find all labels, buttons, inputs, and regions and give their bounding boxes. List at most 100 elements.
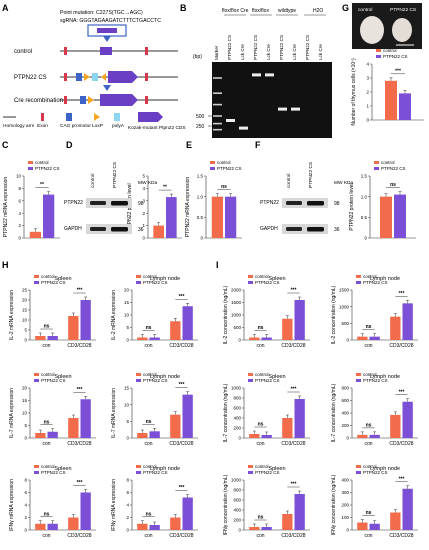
y-tick-label: 0 bbox=[364, 236, 367, 241]
x-tick-label: con bbox=[144, 533, 152, 539]
y-tick-label: 5 bbox=[24, 423, 27, 428]
mw-header: MW KDa bbox=[138, 180, 158, 186]
chart-title: Lymph node bbox=[150, 276, 180, 282]
sig-label: ns bbox=[146, 325, 152, 331]
legend-swatch bbox=[248, 379, 253, 382]
legend-swatch bbox=[374, 161, 379, 164]
blot-lane-label: control bbox=[90, 174, 96, 188]
sig-label: ns bbox=[44, 324, 50, 330]
svg-text:PTPN22 CS: PTPN22 CS bbox=[390, 7, 416, 13]
y-tick-label: 6 bbox=[18, 198, 21, 203]
chart-H5: 0 2 4 6 8 IFNγ mRNA expression SpleencontrolPT… bbox=[9, 464, 96, 539]
sig-label: *** bbox=[179, 485, 185, 491]
bar bbox=[294, 300, 305, 340]
svg-text:wildtype: wildtype bbox=[278, 8, 296, 14]
chart-H1: 0 5 10 15 20 25 IL-2 mRNA expression Spleencont… bbox=[9, 274, 96, 349]
bar bbox=[47, 336, 58, 340]
y-tick-label: 200 bbox=[233, 518, 241, 523]
bar bbox=[294, 494, 305, 530]
svg-text:500: 500 bbox=[196, 114, 205, 120]
y-tick-label: 2 bbox=[18, 223, 21, 228]
legend-label: PTPN22 CS bbox=[255, 280, 280, 285]
chart-title: Spleen bbox=[268, 374, 285, 380]
x-tick-label: CD3/CD28 bbox=[389, 533, 413, 539]
mw-value: 36 bbox=[334, 227, 340, 233]
legend-label: control bbox=[35, 160, 49, 165]
chart-H6: 0 2 4 6 8 IFNγ mRNA expression Lymph nodecontr… bbox=[111, 464, 198, 539]
bar bbox=[153, 225, 164, 238]
sig-label: *** bbox=[399, 476, 405, 482]
legend-swatch bbox=[28, 161, 33, 164]
x-tick-label: con bbox=[256, 533, 264, 539]
legend-swatch bbox=[248, 373, 253, 376]
blot-label: GAPDH bbox=[260, 226, 278, 232]
y-axis-label: IL-7 concentration (ng/mL) bbox=[223, 383, 229, 442]
bar bbox=[394, 194, 406, 238]
sig-label: ns bbox=[221, 184, 227, 190]
mw-value: 36 bbox=[138, 227, 144, 233]
bar bbox=[137, 433, 148, 438]
bar bbox=[182, 306, 193, 340]
y-axis-label: Number of thymus cells (×10⁷) bbox=[351, 58, 357, 126]
svg-text:Kozak-mutant Ptpn22 CDS: Kozak-mutant Ptpn22 CDS bbox=[128, 125, 186, 131]
y-tick-label: 400 bbox=[233, 416, 241, 421]
y-axis-label: IL-2 mRNA expression bbox=[9, 290, 15, 340]
legend-swatch bbox=[376, 49, 381, 52]
arrow-down-icon bbox=[103, 36, 111, 42]
x-tick-label: con bbox=[42, 533, 50, 539]
y-axis-label: IL-2 concentration (ng/mL) bbox=[331, 285, 337, 344]
panel-letter-h: H bbox=[2, 260, 9, 270]
y-tick-label: 15 bbox=[22, 398, 28, 403]
svg-text:CAG promotor: CAG promotor bbox=[60, 123, 91, 129]
y-tick-label: 0 bbox=[366, 118, 369, 123]
y-tick-label: 0 bbox=[142, 236, 145, 241]
western-blot-F: control PTPN22 CS MW KDa PTPN22 98 GAPDH 36 bbox=[260, 162, 354, 234]
mw-value: 98 bbox=[138, 201, 144, 207]
legend-label: PTPN22 CS bbox=[41, 280, 66, 285]
chart-G: 0 1 2 3 4 Number of thymus cells (×10⁷) contro… bbox=[351, 48, 424, 126]
chart-C: 0 2 4 6 8 10 PTPN22 mRNA expression controlPTPN… bbox=[3, 160, 60, 241]
legend-swatch bbox=[34, 379, 39, 382]
y-tick-label: 4 bbox=[366, 62, 369, 67]
y-tick-label: 20 bbox=[22, 298, 28, 303]
y-axis-label: IFNγ mRNA expression bbox=[111, 479, 117, 531]
legend-label: control bbox=[41, 372, 55, 377]
legend-label: PTPN22 CS bbox=[363, 378, 388, 383]
y-tick-label: 20 bbox=[22, 386, 28, 391]
y-tick-label: 6 bbox=[126, 490, 129, 495]
chart-H4: 0 5 10 15 IL-7 mRNA expression Lymph nodecont… bbox=[111, 372, 198, 447]
y-tick-label: 10 bbox=[22, 411, 28, 416]
thymus-panel: control PTPN22 CS bbox=[352, 3, 422, 49]
sig-label: ns bbox=[258, 515, 264, 521]
bar bbox=[225, 196, 237, 238]
y-axis-label: PTPN22 mRNA expression bbox=[3, 177, 9, 238]
x-tick-label: CD3/CD28 bbox=[67, 533, 91, 539]
blot-strip bbox=[86, 224, 132, 234]
gel-ladder-band bbox=[213, 77, 222, 79]
legend-swatch bbox=[28, 167, 33, 170]
chart-title: Spleen bbox=[54, 466, 71, 472]
sig-label: ** bbox=[163, 185, 167, 191]
legend-label: control bbox=[143, 274, 157, 279]
sig-label: ns bbox=[366, 510, 372, 516]
legend-label: PTPN22 CS bbox=[143, 470, 168, 475]
y-tick-label: 0 bbox=[200, 236, 203, 241]
sig-label: ns bbox=[146, 511, 152, 517]
legend-swatch bbox=[136, 281, 141, 284]
y-tick-label: 1.5 bbox=[361, 174, 368, 179]
y-tick-label: 1 bbox=[142, 223, 145, 228]
chart-title: Lymph node bbox=[370, 276, 400, 282]
blot-strip bbox=[86, 198, 132, 208]
row-label-cre: Cre recombination bbox=[14, 98, 63, 104]
svg-text:Homology arm: Homology arm bbox=[3, 123, 34, 129]
x-tick-label: CD3/CD28 bbox=[169, 533, 193, 539]
bar bbox=[380, 196, 392, 238]
legend-swatch bbox=[248, 465, 253, 468]
legend-swatch bbox=[356, 281, 361, 284]
x-tick-label: con bbox=[256, 441, 264, 447]
y-tick-label: 4 bbox=[24, 503, 27, 508]
row-label-cs: PTPN22 CS bbox=[14, 75, 47, 81]
gel-ladder-band bbox=[213, 115, 222, 117]
x-tick-label: CD3/CD28 bbox=[281, 533, 305, 539]
